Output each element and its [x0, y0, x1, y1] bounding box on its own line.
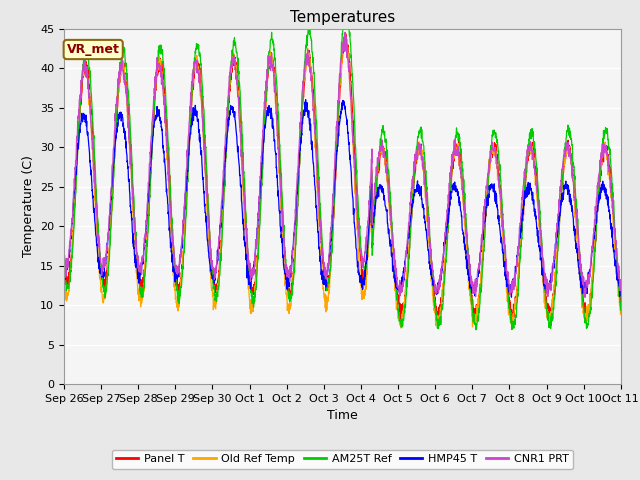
- HMP45 T: [584, 281, 591, 287]
- CNR1 PRT: [617, 279, 625, 285]
- AM25T Ref: [371, 205, 379, 211]
- HMP45 T: [302, 97, 310, 103]
- CNR1 PRT: [584, 285, 591, 290]
- Old Ref Temp: [371, 198, 379, 204]
- Old Ref Temp: [60, 284, 68, 290]
- CNR1 PRT: [581, 294, 589, 300]
- Panel T: [342, 31, 349, 36]
- CNR1 PRT: [359, 263, 367, 268]
- HMP45 T: [504, 286, 512, 292]
- Old Ref Temp: [568, 175, 576, 181]
- HMP45 T: [617, 279, 625, 285]
- Legend: Panel T, Old Ref Temp, AM25T Ref, HMP45 T, CNR1 PRT: Panel T, Old Ref Temp, AM25T Ref, HMP45 …: [112, 450, 573, 469]
- AM25T Ref: [505, 293, 513, 299]
- Panel T: [617, 301, 625, 307]
- AM25T Ref: [472, 327, 480, 333]
- Panel T: [359, 276, 367, 282]
- CNR1 PRT: [60, 256, 68, 262]
- Line: AM25T Ref: AM25T Ref: [64, 29, 621, 330]
- CNR1 PRT: [568, 173, 575, 179]
- Old Ref Temp: [359, 292, 367, 298]
- Old Ref Temp: [340, 35, 348, 40]
- X-axis label: Time: Time: [327, 409, 358, 422]
- AM25T Ref: [584, 323, 591, 329]
- Panel T: [371, 208, 379, 214]
- Text: VR_met: VR_met: [67, 43, 120, 56]
- Y-axis label: Temperature (C): Temperature (C): [22, 156, 35, 257]
- AM25T Ref: [305, 26, 313, 32]
- Old Ref Temp: [504, 310, 512, 315]
- AM25T Ref: [617, 307, 625, 313]
- Panel T: [505, 293, 513, 299]
- AM25T Ref: [359, 262, 367, 268]
- Panel T: [397, 319, 404, 325]
- CNR1 PRT: [371, 188, 379, 193]
- HMP45 T: [508, 294, 515, 300]
- HMP45 T: [568, 209, 576, 215]
- AM25T Ref: [216, 274, 223, 279]
- Panel T: [568, 156, 576, 162]
- AM25T Ref: [568, 143, 576, 148]
- AM25T Ref: [60, 263, 68, 268]
- Old Ref Temp: [584, 317, 591, 323]
- Line: Old Ref Temp: Old Ref Temp: [64, 37, 621, 329]
- CNR1 PRT: [216, 233, 223, 239]
- Old Ref Temp: [216, 270, 223, 276]
- Old Ref Temp: [508, 326, 516, 332]
- Line: CNR1 PRT: CNR1 PRT: [64, 32, 621, 297]
- HMP45 T: [359, 287, 367, 292]
- Line: HMP45 T: HMP45 T: [64, 100, 621, 297]
- Panel T: [60, 265, 68, 271]
- CNR1 PRT: [504, 281, 512, 287]
- HMP45 T: [216, 240, 223, 246]
- Panel T: [584, 312, 591, 318]
- CNR1 PRT: [341, 29, 349, 35]
- HMP45 T: [60, 273, 68, 279]
- HMP45 T: [371, 204, 379, 210]
- Panel T: [216, 267, 223, 273]
- Title: Temperatures: Temperatures: [290, 10, 395, 25]
- Old Ref Temp: [617, 303, 625, 309]
- Line: Panel T: Panel T: [64, 34, 621, 322]
